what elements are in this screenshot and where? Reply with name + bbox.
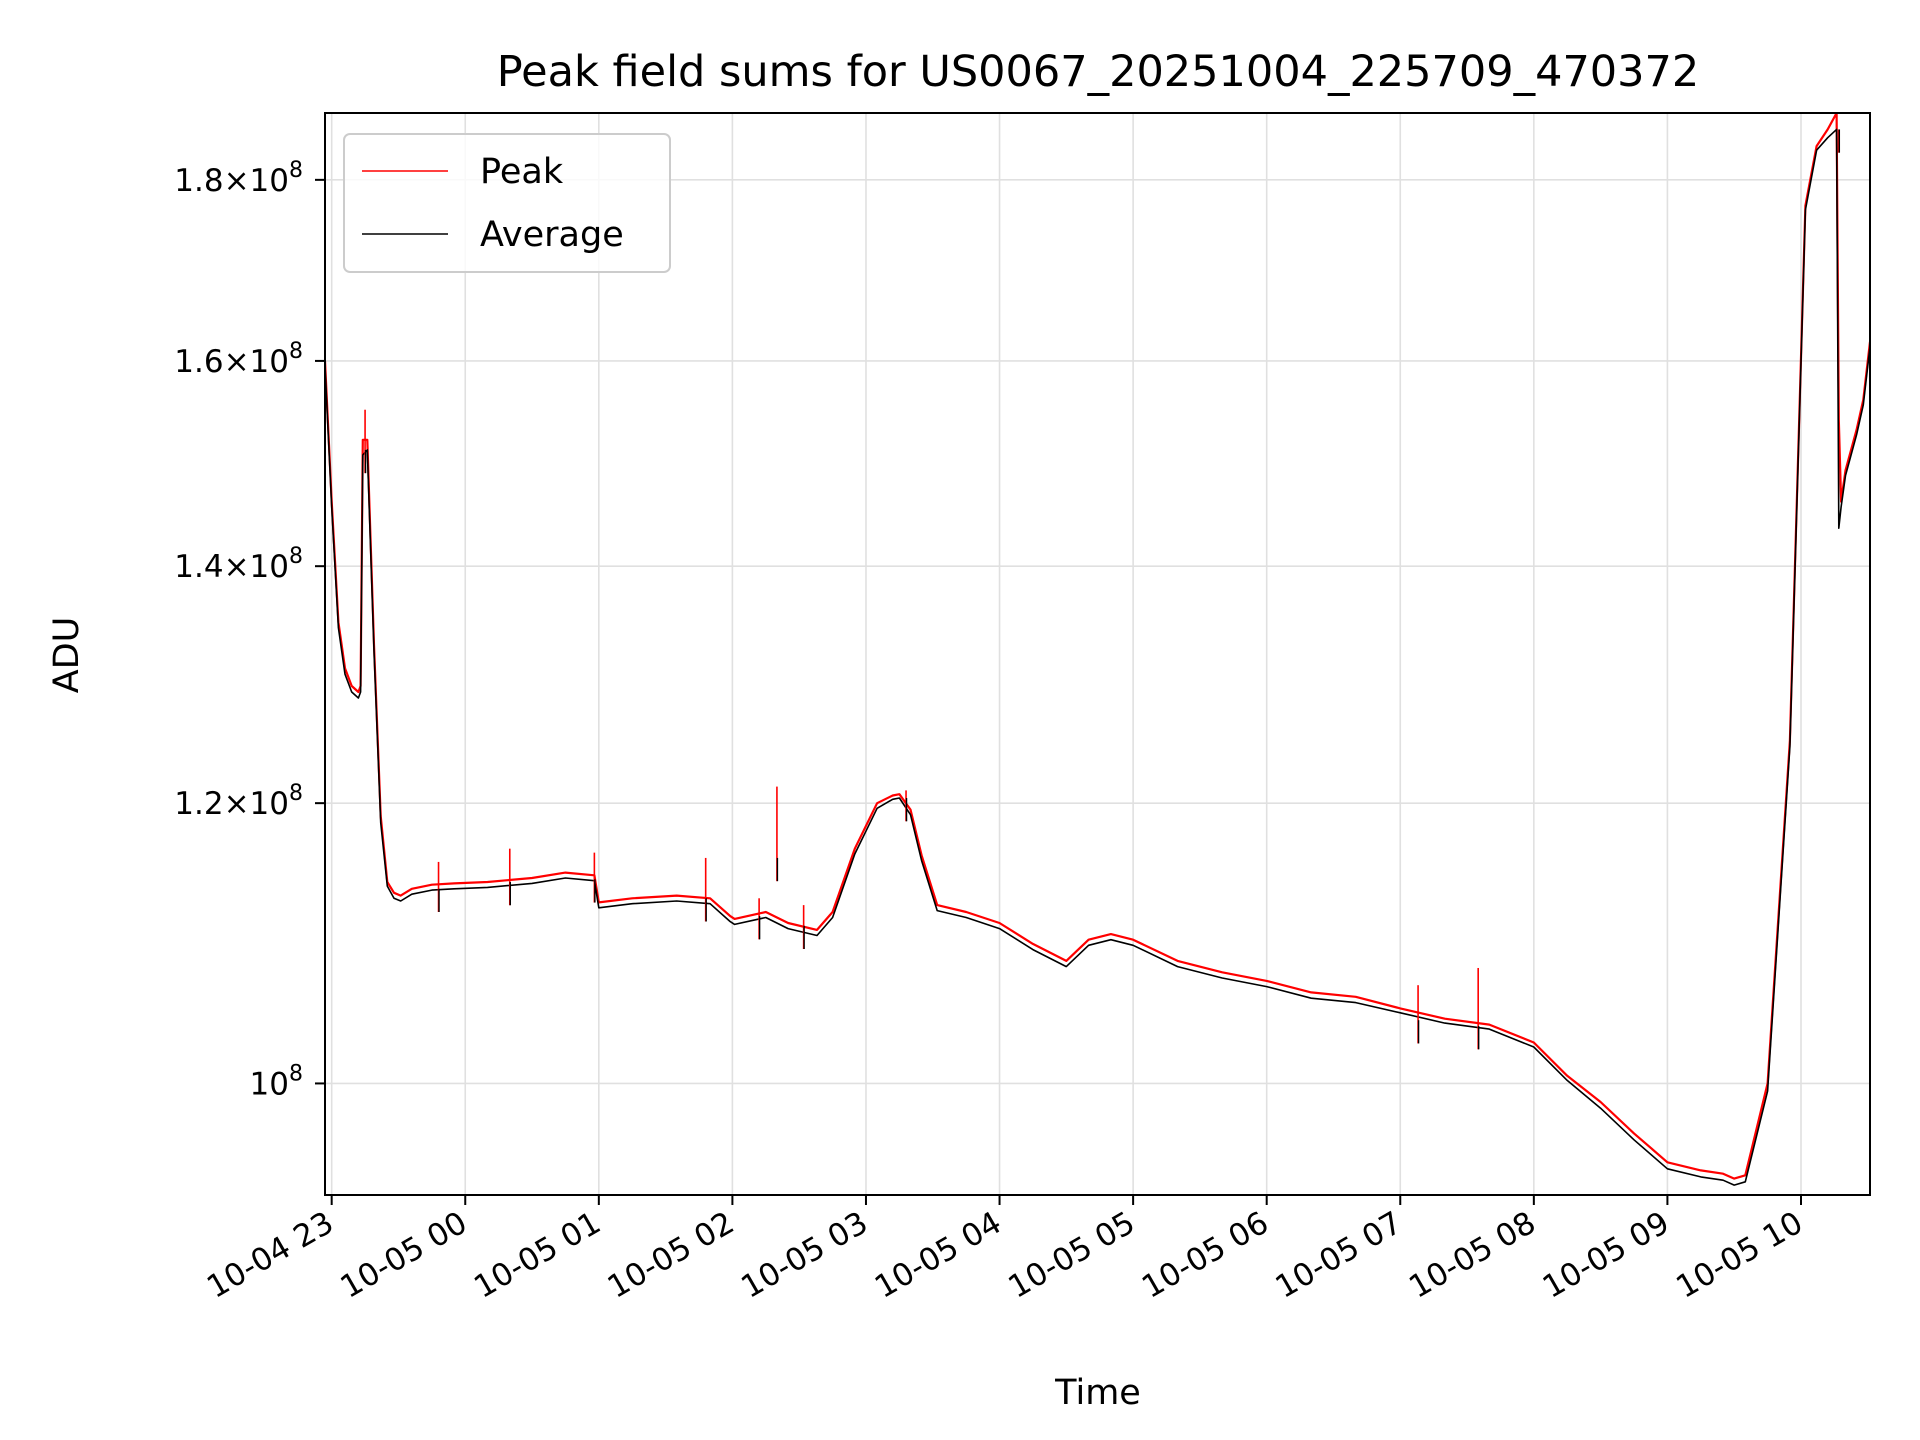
grid [325,113,1870,1195]
legend-box [343,133,671,273]
y-tick-label: 1.4×108 [174,544,303,585]
chart-title: Peak field sums for US0067_20251004_2257… [497,47,1700,97]
series-line-average [325,128,1870,1186]
legend-label-average: Average [480,215,624,255]
y-tick-label: 1.2×108 [174,781,303,822]
y-axis-title: ADU [47,617,87,694]
plot-frame [324,112,1871,1196]
y-tick-label: 108 [250,1061,303,1102]
legend-label-peak: Peak [480,152,564,192]
series-layer [325,113,1870,1186]
y-tick-label: 1.6×108 [174,339,303,380]
legend: Peak Average [343,133,671,273]
y-tick-label: 1.8×108 [174,158,303,199]
x-axis-title: Time [1054,1373,1141,1413]
y-axis: 108 1.2×108 1.4×108 1.6×108 1.8×108 [174,158,325,1102]
series-line-peak [325,113,1870,1180]
